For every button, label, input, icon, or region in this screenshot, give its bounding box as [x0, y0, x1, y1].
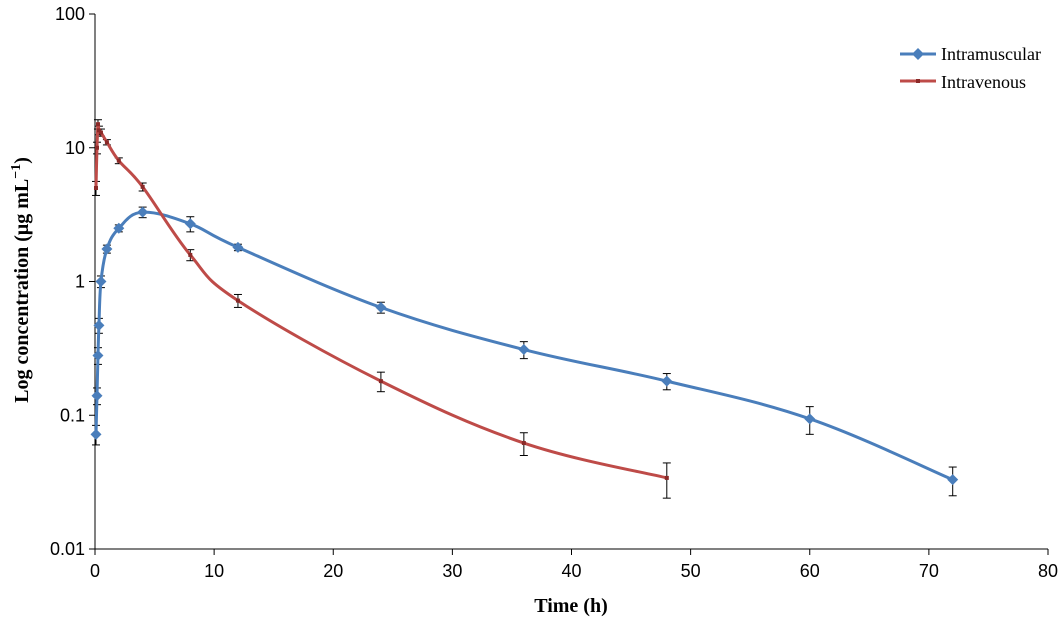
- data-point-intramuscular: [661, 375, 673, 387]
- data-point-intramuscular: [947, 474, 959, 486]
- legend: Intramuscular Intravenous: [900, 44, 1041, 92]
- axes: [89, 13, 1049, 555]
- data-point-intramuscular: [93, 319, 105, 331]
- y-tick-label: 0.01: [50, 539, 85, 559]
- data-point-intravenous: [95, 122, 100, 127]
- data-point-intramuscular: [101, 243, 113, 255]
- x-tick-label: 0: [90, 561, 100, 581]
- data-point-intravenous: [521, 441, 526, 446]
- data-point-intravenous: [96, 128, 101, 133]
- y-tick-label: 100: [55, 4, 85, 24]
- y-tick-label: 0.1: [60, 405, 85, 425]
- data-point-intramuscular: [95, 276, 107, 287]
- series-line-intramuscular: [94, 210, 954, 482]
- data-point-intramuscular: [113, 222, 125, 234]
- x-tick-label: 80: [1038, 561, 1058, 581]
- x-tick-label: 70: [919, 561, 939, 581]
- x-axis-title: Time (h): [534, 595, 608, 617]
- data-point-intramuscular: [375, 301, 387, 313]
- legend-label-intramuscular: Intramuscular: [941, 44, 1041, 64]
- x-tick-label: 30: [442, 561, 462, 581]
- data-point-intramuscular: [804, 413, 816, 425]
- x-tick-label: 50: [681, 561, 701, 581]
- series-lines: [94, 121, 954, 482]
- tick-labels: 0 10 20 30 40 50 60 70 80 0.01 0.1 1 10 100: [50, 4, 1058, 581]
- data-point-intravenous: [235, 298, 240, 303]
- data-point-intramuscular: [91, 390, 103, 402]
- data-point-intravenous: [104, 140, 109, 145]
- data-point-intramuscular: [232, 241, 244, 253]
- x-tick-label: 10: [204, 561, 224, 581]
- markers: [90, 122, 959, 486]
- data-point-intramuscular: [92, 349, 104, 361]
- data-point-intravenous: [98, 130, 103, 135]
- y-axis-title-close: ): [11, 157, 33, 164]
- data-point-intramuscular: [90, 428, 102, 440]
- legend-marker-intramuscular: [912, 48, 924, 60]
- data-point-intravenous: [94, 145, 99, 150]
- data-point-intravenous: [378, 379, 383, 384]
- legend-item-intramuscular: Intramuscular: [900, 44, 1041, 64]
- y-axis-title: Log concentration (μg mL−1): [9, 157, 33, 403]
- legend-label-intravenous: Intravenous: [941, 72, 1026, 92]
- y-tick-label: 1: [75, 272, 85, 292]
- data-point-intravenous: [140, 184, 145, 189]
- x-tick-label: 40: [561, 561, 581, 581]
- data-point-intravenous: [116, 158, 121, 163]
- legend-marker-intravenous: [916, 79, 920, 83]
- y-tick-label: 10: [65, 138, 85, 158]
- data-point-intramuscular: [184, 218, 196, 230]
- data-point-intramuscular: [518, 344, 530, 356]
- y-axis-title-sup: −1: [9, 164, 24, 179]
- data-point-intramuscular: [137, 206, 149, 218]
- series-line-intravenous: [94, 121, 668, 480]
- error-bar-intravenous: [662, 462, 671, 499]
- x-tick-label: 20: [323, 561, 343, 581]
- y-axis-title-main: Log concentration (μg mL: [11, 179, 33, 403]
- x-tick-label: 60: [800, 561, 820, 581]
- data-point-intravenous: [93, 186, 98, 191]
- legend-item-intravenous: Intravenous: [900, 72, 1026, 92]
- data-point-intravenous: [664, 475, 669, 480]
- data-point-intravenous: [188, 252, 193, 257]
